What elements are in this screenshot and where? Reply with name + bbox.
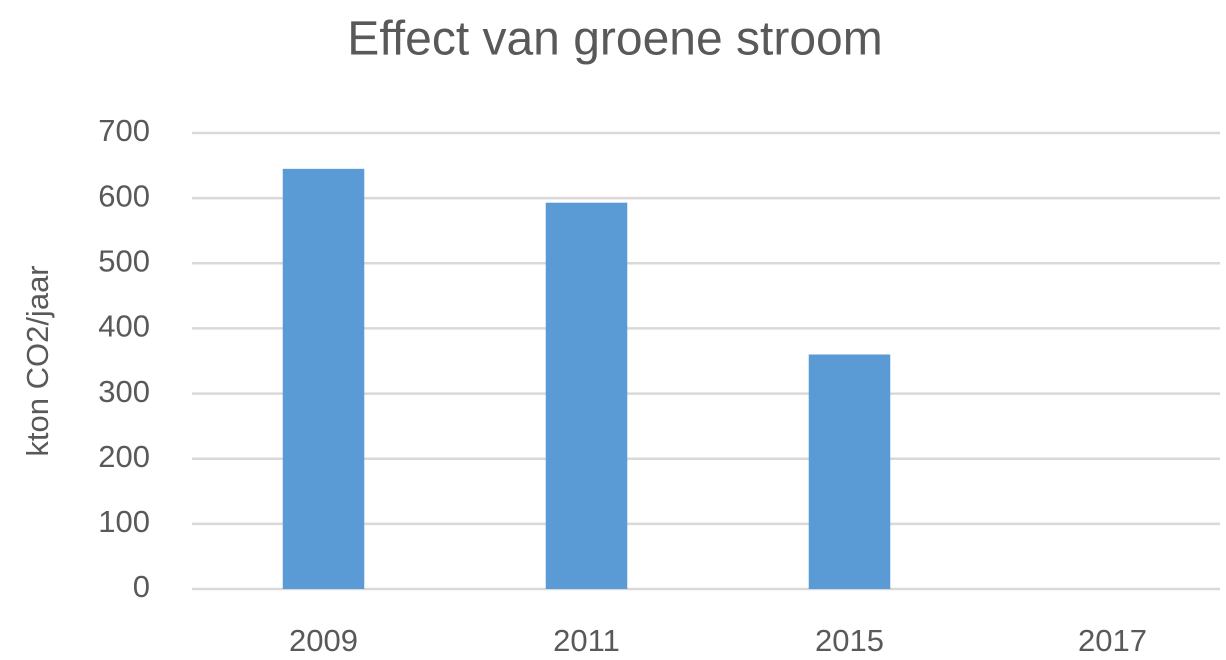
bar [808,354,891,589]
y-tick-label: 700 [98,113,150,148]
y-tick-label: 600 [98,178,150,213]
x-tick-label: 2017 [1078,623,1147,658]
chart-title: Effect van groene stroom [347,13,882,66]
y-tick-label: 500 [98,243,150,278]
y-tick-label: 100 [98,504,150,539]
x-tick-label: 2009 [289,623,358,658]
y-tick-label: 0 [133,569,150,604]
x-tick-label: 2015 [815,623,884,658]
y-tick-label: 300 [98,374,150,409]
y-tick-label: 200 [98,439,150,474]
y-tick-label: 400 [98,309,150,344]
bar [282,168,365,590]
x-tick-label: 2011 [553,623,620,658]
bar [545,202,628,589]
y-axis-label: kton CO2/jaar [20,265,55,456]
